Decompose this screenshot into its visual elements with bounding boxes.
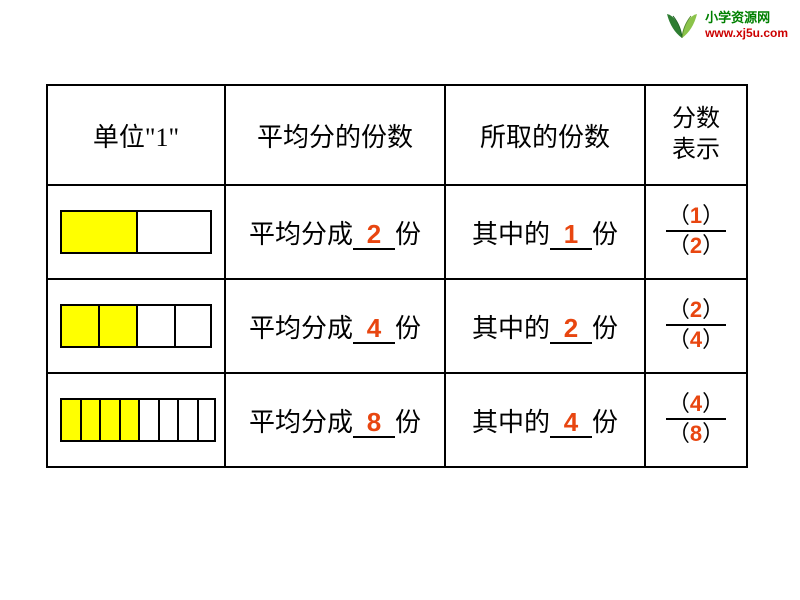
divided-suffix: 份 (395, 220, 421, 249)
header-fraction-l2: 表示 (672, 137, 720, 163)
bar-segment-filled (60, 304, 98, 348)
bar-segment-filled (99, 398, 119, 442)
logo-title: 小学资源网 (705, 10, 788, 26)
bar-segment-filled (119, 398, 139, 442)
divided-cell: 平均分成 8份 (225, 373, 445, 467)
taken-blank: 4 (550, 409, 592, 438)
leaf-icon (663, 8, 701, 42)
fraction-numerator: （1） (666, 205, 726, 232)
bar-diagram (60, 398, 224, 442)
header-fraction-l1: 分数 (672, 106, 720, 132)
divided-blank: 2 (353, 221, 395, 250)
fraction-table: 单位"1" 平均分的份数 所取的份数 分数 表示 平均分成2份其中的1份（1）（… (46, 84, 748, 468)
bar-segment-empty (158, 398, 178, 442)
divided-value: 4 (367, 313, 381, 343)
bar-segment-filled (60, 210, 136, 254)
logo-url: www.xj5u.com (705, 26, 788, 40)
table-row: 平均分成8份其中的4份（4）（8） (47, 373, 747, 467)
divided-cell: 平均分成 2份 (225, 185, 445, 279)
fraction-numerator: （4） (666, 393, 726, 420)
unit-diagram-cell (47, 185, 225, 279)
header-divided: 平均分的份数 (225, 85, 445, 185)
table-row: 平均分成2份其中的1份（1）（2） (47, 185, 747, 279)
taken-suffix: 份 (592, 408, 618, 437)
table-body: 平均分成2份其中的1份（1）（2）平均分成4份其中的2份（2）（4）平均分成8份… (47, 185, 747, 467)
bar-segment-empty (138, 398, 158, 442)
fraction-display: （2）（4） (666, 299, 726, 351)
fraction-numerator: （2） (666, 299, 726, 326)
fraction-cell: （4）（8） (645, 373, 747, 467)
divided-value: 8 (367, 407, 381, 437)
fraction-denominator: （4） (666, 326, 726, 351)
bar-segment-empty (174, 304, 212, 348)
fraction-cell: （1）（2） (645, 185, 747, 279)
divided-blank: 8 (353, 409, 395, 438)
fraction-table-container: 单位"1" 平均分的份数 所取的份数 分数 表示 平均分成2份其中的1份（1）（… (46, 84, 746, 468)
site-logo: 小学资源网 www.xj5u.com (663, 8, 788, 42)
taken-suffix: 份 (592, 314, 618, 343)
divided-blank: 4 (353, 315, 395, 344)
table-row: 平均分成4份其中的2份（2）（4） (47, 279, 747, 373)
divided-prefix: 平均分成 (249, 220, 353, 249)
unit-diagram-cell (47, 373, 225, 467)
bar-diagram (60, 210, 224, 254)
fraction-denominator: （2） (666, 232, 726, 257)
fraction-display: （1）（2） (666, 205, 726, 257)
taken-cell: 其中的 2份 (445, 279, 645, 373)
taken-blank: 2 (550, 315, 592, 344)
unit-diagram-cell (47, 279, 225, 373)
taken-cell: 其中的 4份 (445, 373, 645, 467)
divided-suffix: 份 (395, 408, 421, 437)
taken-prefix: 其中的 (472, 408, 550, 437)
divided-cell: 平均分成 4份 (225, 279, 445, 373)
header-row: 单位"1" 平均分的份数 所取的份数 分数 表示 (47, 85, 747, 185)
divided-prefix: 平均分成 (249, 314, 353, 343)
header-taken: 所取的份数 (445, 85, 645, 185)
bar-segment-empty (177, 398, 197, 442)
taken-value: 1 (564, 219, 578, 249)
divided-prefix: 平均分成 (249, 408, 353, 437)
logo-text: 小学资源网 www.xj5u.com (705, 10, 788, 40)
taken-value: 4 (564, 407, 578, 437)
divided-value: 2 (367, 219, 381, 249)
bar-segment-empty (136, 210, 212, 254)
fraction-display: （4）（8） (666, 393, 726, 445)
header-fraction: 分数 表示 (645, 85, 747, 185)
taken-cell: 其中的 1份 (445, 185, 645, 279)
fraction-denominator: （8） (666, 420, 726, 445)
header-unit: 单位"1" (47, 85, 225, 185)
taken-prefix: 其中的 (472, 220, 550, 249)
bar-diagram (60, 304, 224, 348)
taken-blank: 1 (550, 221, 592, 250)
bar-segment-filled (98, 304, 136, 348)
taken-value: 2 (564, 313, 578, 343)
fraction-cell: （2）（4） (645, 279, 747, 373)
bar-segment-filled (80, 398, 100, 442)
taken-prefix: 其中的 (472, 314, 550, 343)
bar-segment-empty (136, 304, 174, 348)
taken-suffix: 份 (592, 220, 618, 249)
divided-suffix: 份 (395, 314, 421, 343)
bar-segment-filled (60, 398, 80, 442)
bar-segment-empty (197, 398, 217, 442)
